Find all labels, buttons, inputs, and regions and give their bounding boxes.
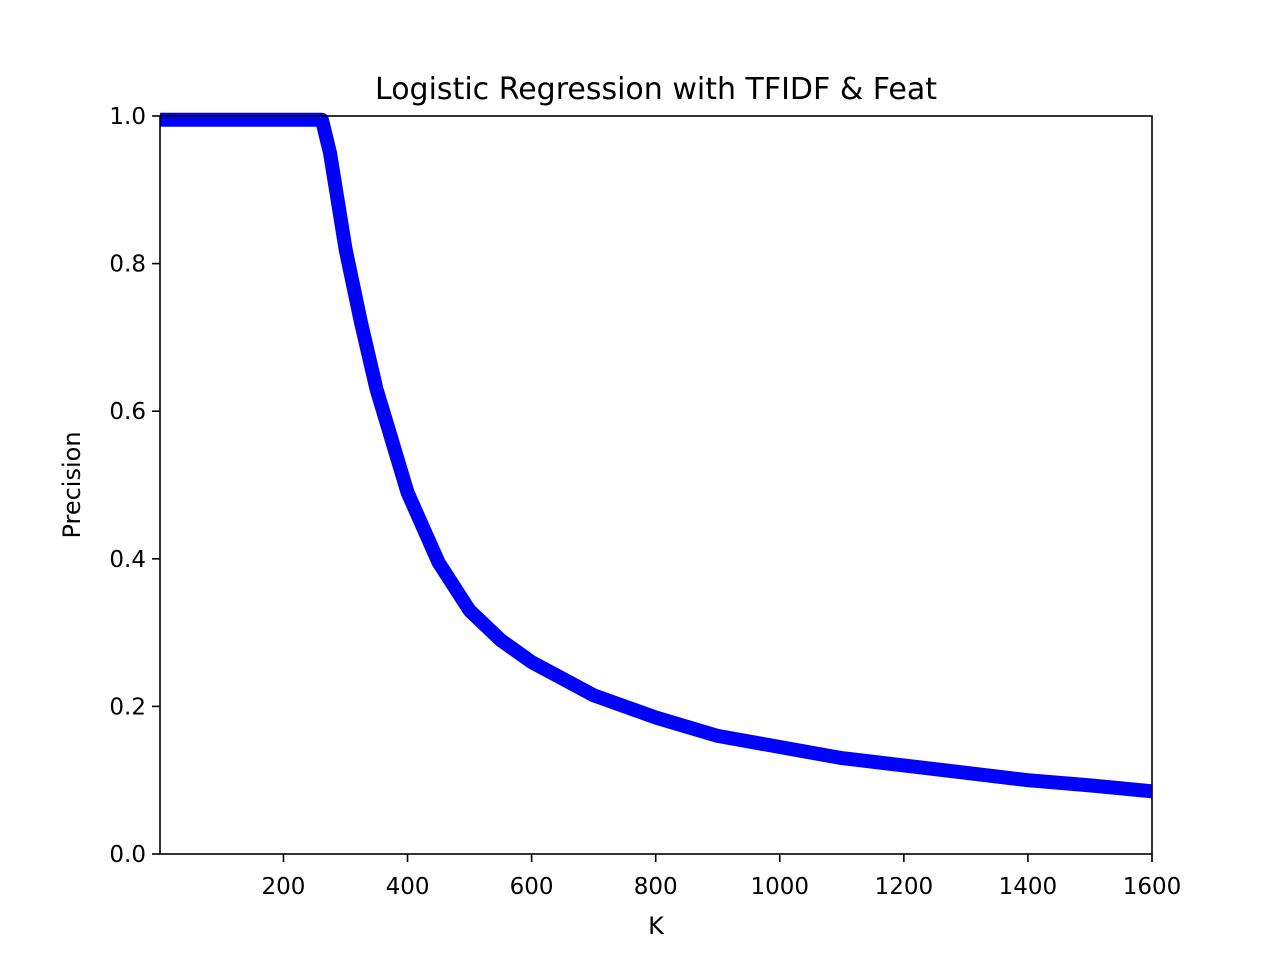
x-tick-label: 600 — [510, 874, 554, 900]
y-tick-label: 0.0 — [109, 842, 146, 868]
y-axis-label: Precision — [58, 431, 86, 538]
chart-title: Logistic Regression with TFIDF & Feat — [375, 72, 937, 107]
x-tick-label: 400 — [386, 874, 430, 900]
y-axis: 0.0 0.2 0.4 0.6 0.8 1.0 — [109, 104, 160, 868]
y-tick-label: 0.8 — [109, 252, 146, 278]
series-line-0 — [160, 112, 1153, 799]
x-tick-label: 1200 — [875, 874, 934, 900]
x-axis: 200 400 600 800 1000 1200 1400 1600 — [262, 854, 1182, 900]
x-tick-label: 1600 — [1123, 874, 1182, 900]
y-tick-label: 0.6 — [109, 399, 146, 425]
x-tick-label: 200 — [262, 874, 306, 900]
y-tick-label: 0.4 — [109, 547, 146, 573]
y-tick-label: 1.0 — [109, 104, 146, 130]
x-tick-label: 1000 — [750, 874, 809, 900]
y-tick-label: 0.2 — [109, 694, 146, 720]
x-tick-label: 1400 — [999, 874, 1058, 900]
x-tick-label: 800 — [634, 874, 678, 900]
series-layer — [160, 112, 1153, 799]
x-axis-label: K — [648, 912, 665, 940]
plot-frame — [159, 115, 1153, 855]
